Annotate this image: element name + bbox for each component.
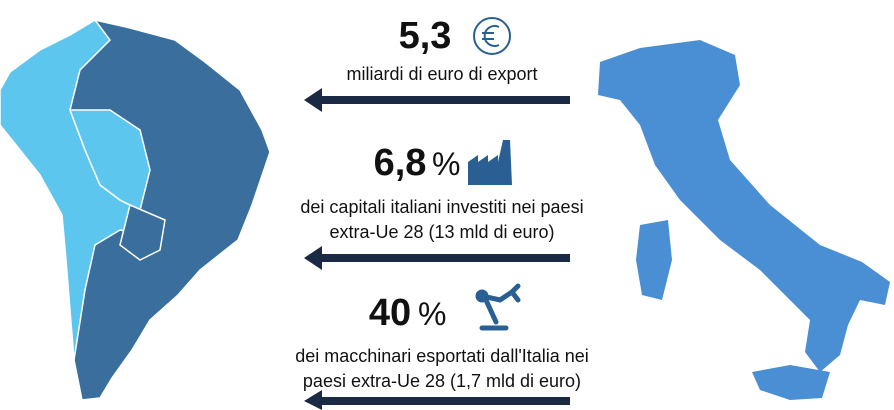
stat-capital: 6,8 % dei capitali italiani investiti ne… bbox=[300, 140, 584, 270]
arrow bbox=[304, 88, 570, 112]
stat-value: 5,3 bbox=[399, 15, 452, 57]
arrow bbox=[304, 246, 570, 270]
factory-icon bbox=[468, 140, 512, 185]
stat-description: dei capitali italiani investiti nei paes… bbox=[300, 197, 583, 217]
euro-symbol bbox=[482, 25, 500, 47]
stat-description: dei macchinari esportati dall'Italia nei bbox=[295, 346, 589, 366]
arrow bbox=[304, 390, 570, 410]
stat-machinery: 40 % dei macchinari esportati dall'Itali… bbox=[295, 283, 589, 410]
robot-arm-icon bbox=[475, 283, 521, 331]
stat-description: paesi extra-Ue 28 (1,7 mld di euro) bbox=[303, 371, 581, 391]
stat-unit: % bbox=[432, 146, 460, 182]
stat-value: 6,8 bbox=[374, 142, 427, 184]
stat-description: miliardi di euro di export bbox=[346, 64, 537, 84]
euro-icon bbox=[473, 17, 511, 55]
south-america-map bbox=[0, 19, 271, 401]
stat-value: 40 bbox=[369, 292, 411, 334]
stat-description: extra-Ue 28 (13 mld di euro) bbox=[329, 222, 554, 242]
italy-map bbox=[598, 40, 890, 400]
stat-export: 5,3 miliardi di euro di export bbox=[304, 15, 570, 112]
stat-unit: % bbox=[418, 296, 446, 332]
